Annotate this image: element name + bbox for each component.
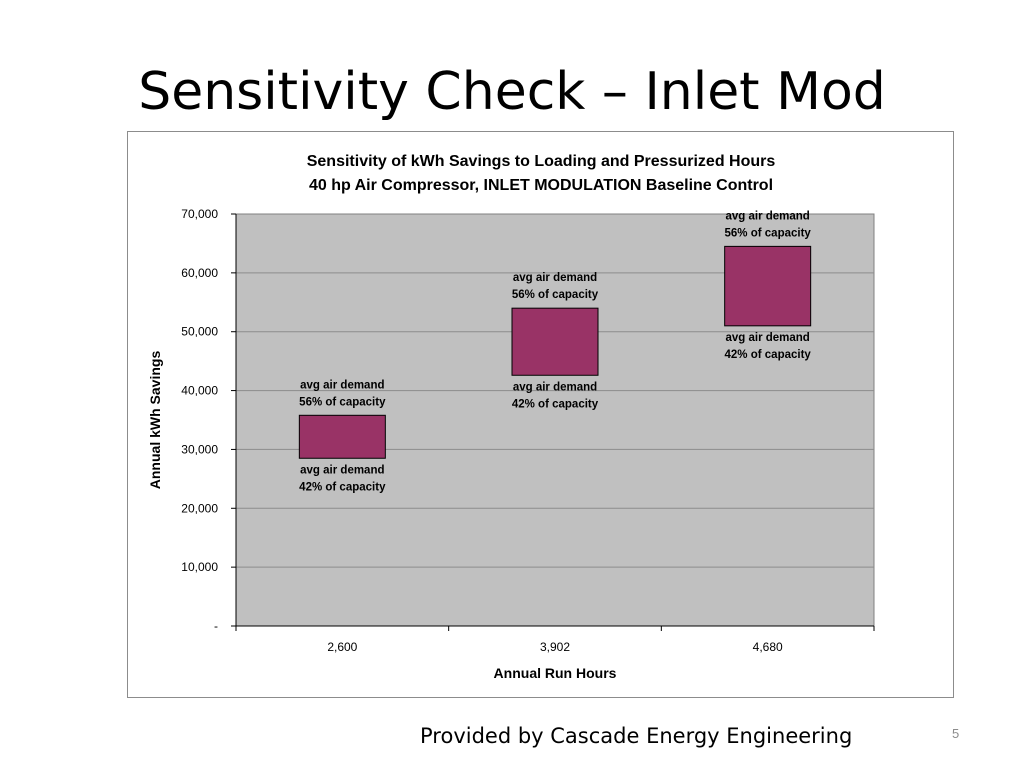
data-label-high: avg air demand [725, 210, 809, 222]
chart-svg: Sensitivity of kWh Savings to Loading an… [147, 153, 875, 681]
range-boxes [298, 245, 812, 459]
slide-title: Sensitivity Check – Inlet Mod [138, 62, 886, 122]
data-label-low: 42% of capacity [299, 481, 386, 493]
y-axis: - 10,000 20,000 30,000 40,000 50,000 60,000 70,… [181, 207, 237, 633]
y-tick-label: 30,000 [181, 442, 218, 456]
x-tick-label: 2,600 [327, 640, 357, 654]
data-label-high: avg air demand [513, 272, 597, 284]
y-tick-label: 60,000 [181, 266, 218, 280]
data-label-low: 42% of capacity [725, 349, 812, 361]
y-tick-label: 20,000 [181, 501, 218, 515]
range-box [724, 245, 812, 327]
data-label-high: 56% of capacity [512, 289, 599, 301]
footer-credit: Provided by Cascade Energy Engineering [420, 724, 853, 748]
x-axis-label: Annual Run Hours [494, 665, 617, 681]
chart-frame: Sensitivity of kWh Savings to Loading an… [127, 131, 954, 698]
data-labels: avg air demand 56% of capacity avg air dem… [299, 210, 811, 493]
data-label-low: 42% of capacity [512, 398, 599, 410]
slide-number: 5 [952, 726, 960, 741]
x-tick-label: 4,680 [753, 640, 783, 654]
chart-title-line-2: 40 hp Air Compressor, INLET MODULATION B… [309, 177, 773, 194]
range-box [298, 414, 386, 459]
range-box [511, 307, 599, 376]
data-label-high: 56% of capacity [725, 227, 812, 239]
y-tick-label: 40,000 [181, 384, 218, 398]
x-axis: 2,600 3,902 4,680 [235, 625, 875, 654]
y-axis-label: Annual kWh Savings [147, 351, 163, 490]
x-tick-label: 3,902 [540, 640, 570, 654]
data-label-low: avg air demand [300, 464, 384, 476]
data-label-low: avg air demand [513, 381, 597, 393]
data-label-high: avg air demand [300, 379, 384, 391]
data-label-low: avg air demand [725, 332, 809, 344]
data-label-high: 56% of capacity [299, 396, 386, 408]
y-tick-label: 10,000 [181, 560, 218, 574]
y-tick-label: - [214, 619, 218, 633]
y-tick-label: 50,000 [181, 325, 218, 339]
y-tick-label: 70,000 [181, 207, 218, 221]
chart-title-line-1: Sensitivity of kWh Savings to Loading an… [307, 153, 776, 170]
